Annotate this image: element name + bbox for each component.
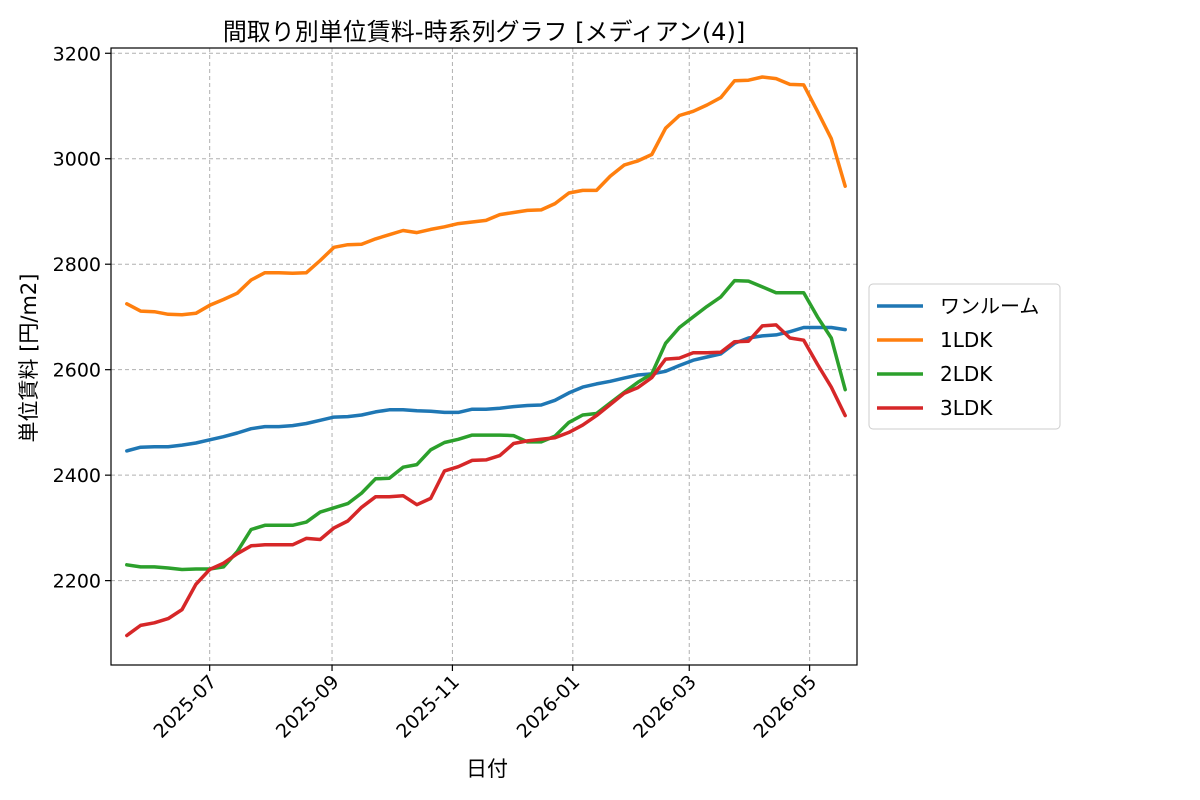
chart-title: 間取り別単位賃料-時系列グラフ [メディアン(4)] <box>223 18 745 46</box>
legend-label: ワンルーム <box>940 294 1039 318</box>
series-line-0 <box>125 325 847 453</box>
x-axis: 2025-07 2025-09 2025-11 2026-01 2026-03 2026-… <box>150 665 821 743</box>
series-line-3 <box>125 323 847 638</box>
y-tick-label: 2800 <box>53 254 101 276</box>
y-axis: 2200 2400 2600 2800 3000 3200 <box>53 43 111 593</box>
grid <box>111 48 857 665</box>
x-axis-label: 日付 <box>466 757 508 781</box>
series-line-2 <box>125 278 847 572</box>
legend-box <box>868 283 1061 430</box>
x-tick-label: 2026-01 <box>513 671 585 743</box>
y-tick-label: 2600 <box>53 360 101 382</box>
series-lines <box>125 75 847 638</box>
legend-label: 3LDK <box>940 396 993 420</box>
x-tick-label: 2025-09 <box>272 671 344 743</box>
y-tick-label: 3200 <box>53 43 101 65</box>
x-tick-label: 2026-03 <box>629 671 701 743</box>
series-line-1 <box>125 75 847 317</box>
x-tick-label: 2025-11 <box>392 671 464 743</box>
legend-label: 1LDK <box>940 328 993 352</box>
x-tick-label: 2026-05 <box>749 671 821 743</box>
legend: ワンルーム 1LDK 2LDK 3LDK <box>868 283 1061 430</box>
y-axis-label: 単位賃料 [円/m2] <box>17 274 41 443</box>
x-tick-label: 2025-07 <box>150 671 222 743</box>
y-tick-label: 2400 <box>53 465 101 487</box>
legend-label: 2LDK <box>940 362 993 386</box>
plot-frame <box>110 47 858 666</box>
y-tick-label: 3000 <box>53 149 101 171</box>
y-tick-label: 2200 <box>53 571 101 593</box>
